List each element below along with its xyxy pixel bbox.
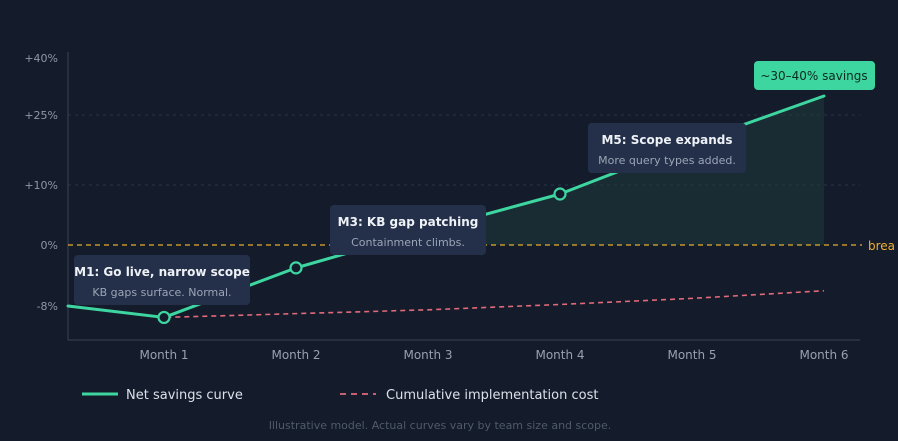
end-callout-label: ~30–40% savings <box>760 69 867 83</box>
savings-marker <box>157 310 171 325</box>
annotation-box: M5: Scope expands More query types added. <box>588 123 746 173</box>
legend-item-cost: Cumulative implementation cost <box>340 388 598 403</box>
x-tick-label: Month 5 <box>667 348 716 362</box>
savings-marker <box>289 261 303 275</box>
x-tick-label: Month 3 <box>403 348 452 362</box>
legend-item-savings: Net savings curve <box>82 388 243 403</box>
annotation-bg <box>74 255 250 305</box>
end-callout-bg <box>754 61 875 90</box>
end-callout: ~30–40% savings <box>754 61 875 90</box>
annotation-bg <box>330 205 486 255</box>
annotation-title: M5: Scope expands <box>601 133 732 147</box>
y-tick-label: 0% <box>41 239 58 252</box>
legend-label: Cumulative implementation cost <box>386 388 598 403</box>
axes-layer: +40% +25% +10% 0% -8% Month 1 Month 2 Month 3 Mo… <box>24 52 860 362</box>
savings-marker <box>553 187 567 201</box>
y-tick-label: +25% <box>24 109 58 122</box>
annotation-bg <box>588 123 746 173</box>
x-tick-label: Month 2 <box>271 348 320 362</box>
annotation-title: M1: Go live, narrow scope <box>74 265 250 279</box>
annotation-box: M1: Go live, narrow scope KB gaps surface… <box>74 255 250 305</box>
legend-label: Net savings curve <box>126 388 243 403</box>
annotation-subtitle: KB gaps surface. Normal. <box>92 286 231 299</box>
cost-line <box>67 289 825 319</box>
area-layer <box>368 96 824 245</box>
y-tick-label: +40% <box>24 52 58 65</box>
annotation-title: M3: KB gap patching <box>338 215 479 229</box>
annotation-box: M3: KB gap patching Containment climbs. <box>330 205 486 255</box>
legend-layer: Net savings curve Cumulative implementati… <box>82 388 598 403</box>
savings-area <box>368 96 824 245</box>
breakeven-label: brea <box>868 239 895 253</box>
annotation-subtitle: Containment climbs. <box>351 236 465 249</box>
chart-caption: Illustrative model. Actual curves vary b… <box>269 419 612 432</box>
annotation-layer: M1: Go live, narrow scope KB gaps surface… <box>74 61 875 305</box>
x-tick-label: Month 4 <box>535 348 584 362</box>
y-tick-label: -8% <box>37 300 58 313</box>
annotation-subtitle: More query types added. <box>598 154 736 167</box>
y-tick-label: +10% <box>24 179 58 192</box>
x-tick-label: Month 6 <box>799 348 848 362</box>
x-tick-label: Month 1 <box>139 348 188 362</box>
